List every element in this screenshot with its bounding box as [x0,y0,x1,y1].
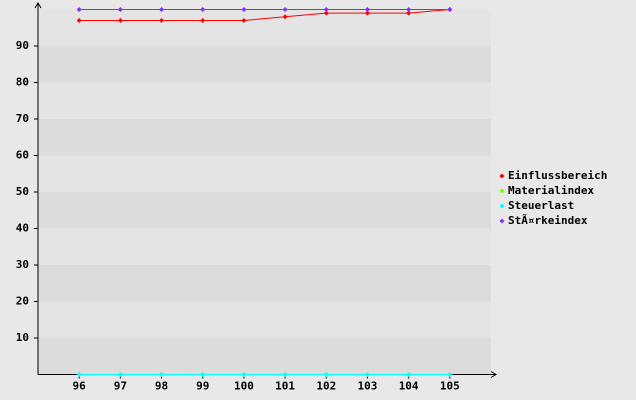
y-tick-label: 30 [16,258,29,271]
data-point [200,7,206,12]
grid-band [38,155,491,192]
y-tick-label: 90 [16,39,29,52]
x-tick-label: 96 [73,380,87,393]
data-point [364,372,370,377]
data-point [323,7,329,12]
grid-band [38,119,491,156]
data-point [406,372,412,377]
data-point [364,10,370,16]
series-line [79,9,450,21]
y-tick-label: 80 [16,76,29,89]
data-point [406,10,412,16]
y-axis-arrow [34,2,42,9]
data-point [117,372,123,377]
legend-label: StÃ¤rkeindex [508,214,588,227]
legend-label: Einflussbereich [508,169,607,182]
data-point [159,7,165,12]
data-point [117,7,123,12]
y-tick-label: 70 [16,112,29,125]
x-tick-label: 101 [275,380,295,393]
data-point [241,17,247,23]
data-point [447,372,453,377]
y-tick-label: 50 [16,185,29,198]
data-point [364,7,370,12]
grid-band [38,301,491,338]
legend-marker [499,188,505,194]
y-tick-label: 60 [16,149,29,162]
x-tick-label: 100 [234,380,254,393]
x-tick-label: 98 [155,380,168,393]
data-point [323,10,329,16]
data-point [76,7,82,12]
x-tick-label: 102 [316,380,336,393]
legend-label: Steuerlast [508,199,574,212]
data-point [159,17,165,23]
data-point [282,372,288,377]
y-tick-label: 20 [16,295,29,308]
y-tick-label: 40 [16,222,29,235]
data-point [241,372,247,377]
legend-marker [499,203,505,209]
legend-marker [499,218,505,224]
data-point [76,17,82,23]
grid-band [38,46,491,83]
legend-label: Materialindex [508,184,594,197]
data-point [447,7,453,12]
x-tick-label: 99 [196,380,209,393]
data-point [200,372,206,377]
x-tick-label: 97 [114,380,127,393]
data-point [406,7,412,12]
data-point [200,17,206,23]
grid-band [38,9,491,46]
legend-marker [499,173,505,179]
grid-band [38,228,491,265]
y-tick-label: 10 [16,331,29,344]
data-point [159,372,165,377]
data-point [241,7,247,12]
grid-band [38,82,491,119]
x-axis-arrow [490,371,497,378]
grid-band [38,265,491,302]
grid-band [38,338,491,375]
x-tick-label: 104 [399,380,419,393]
x-tick-label: 105 [440,380,460,393]
grid-band [38,192,491,229]
data-point [76,372,82,377]
data-point [323,372,329,377]
x-tick-label: 103 [358,380,378,393]
data-point [282,7,288,12]
data-point [282,14,288,20]
data-point [117,17,123,23]
